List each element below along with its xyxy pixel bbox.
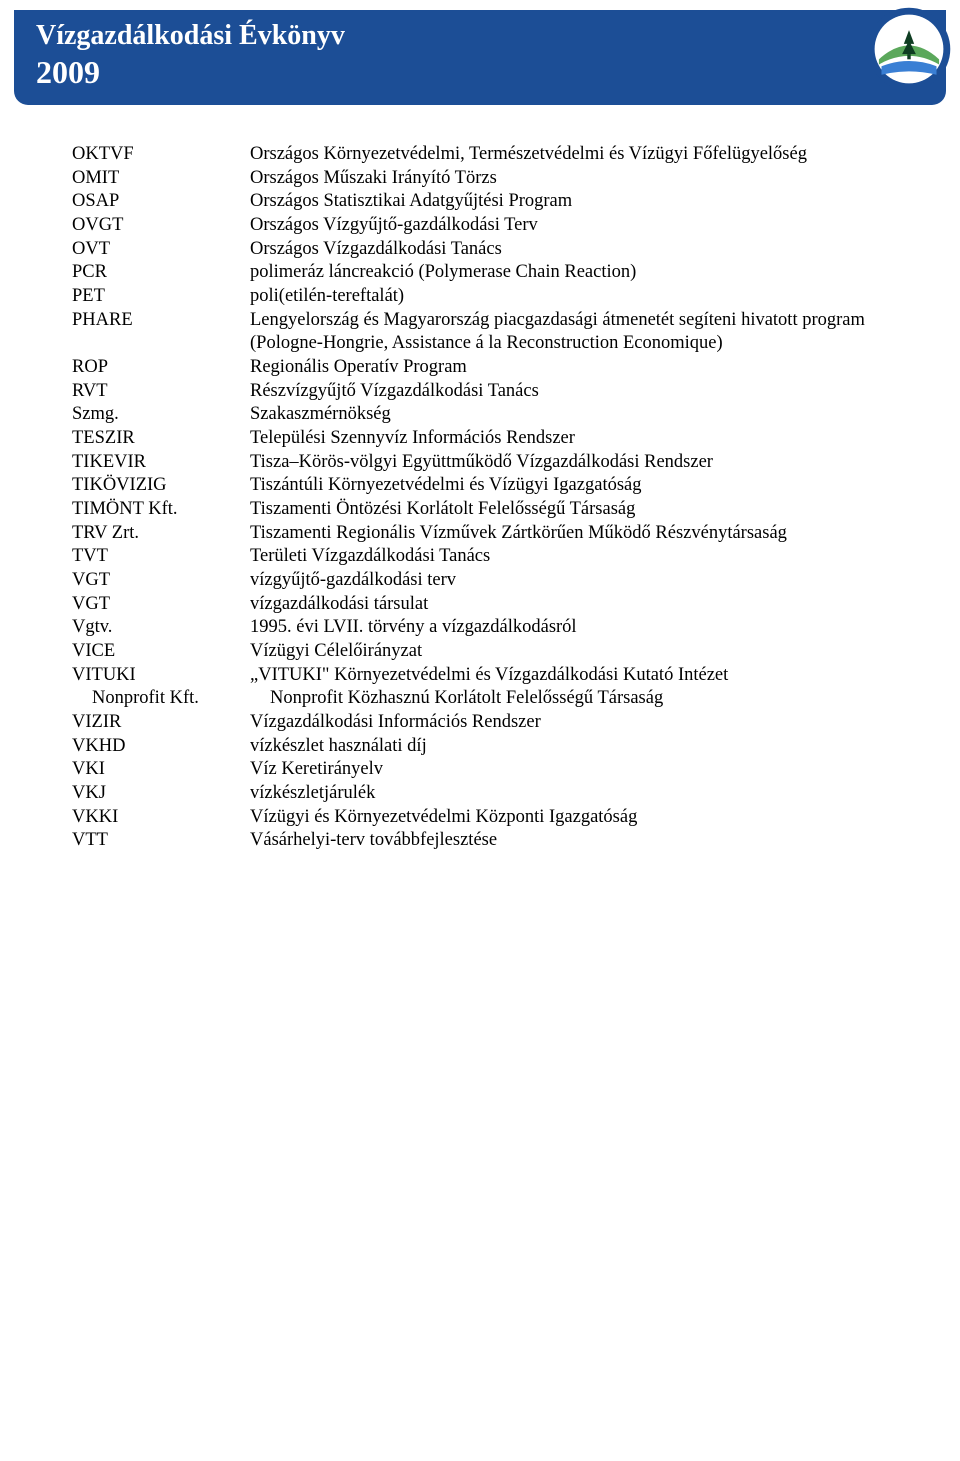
abbr-row: VIZIRVízgazdálkodási Információs Rendsze… [72, 711, 888, 735]
abbr-row: VKIVíz Keretirányelv [72, 758, 888, 782]
abbr-row: PHARELengyelország és Magyarország piacg… [72, 309, 888, 356]
abbr-term: VITUKI [72, 664, 250, 688]
abbr-definition: vízgazdálkodási társulat [250, 593, 888, 617]
abbr-definition: vízkészletjárulék [250, 782, 888, 806]
abbr-term: VGT [72, 593, 250, 617]
abbr-definition: „VITUKI" Környezetvédelmi és Vízgazdálko… [250, 664, 888, 688]
abbr-term: VICE [72, 640, 250, 664]
abbr-row: TIKEVIRTisza–Körös-völgyi Együttműködő V… [72, 451, 888, 475]
abbr-definition: 1995. évi LVII. törvény a vízgazdálkodás… [250, 616, 888, 640]
abbr-definition: Vízügyi és Környezetvédelmi Központi Iga… [250, 806, 888, 830]
abbr-definition: poli(etilén-tereftalát) [250, 285, 888, 309]
abbr-row: Vgtv.1995. évi LVII. törvény a vízgazdál… [72, 616, 888, 640]
abbr-term: TIMÖNT Kft. [72, 498, 250, 522]
abbr-term: OVT [72, 238, 250, 262]
header-title: Vízgazdálkodási Évkönyv [36, 20, 924, 52]
logo-icon [866, 6, 952, 92]
abbr-row: OSAPOrszágos Statisztikai Adatgyűjtési P… [72, 190, 888, 214]
abbr-term: VTT [72, 829, 250, 853]
abbr-term: RVT [72, 380, 250, 404]
abbr-row: VICEVízügyi Célelőirányzat [72, 640, 888, 664]
abbr-definition: Víz Keretirányelv [250, 758, 888, 782]
abbr-row: VITUKI„VITUKI" Környezetvédelmi és Vízga… [72, 664, 888, 688]
abbr-term: VGT [72, 569, 250, 593]
abbr-definition: Országos Statisztikai Adatgyűjtési Progr… [250, 190, 888, 214]
abbr-term: TVT [72, 545, 250, 569]
abbr-row: Szmg.Szakaszmérnökség [72, 403, 888, 427]
header-bar: Vízgazdálkodási Évkönyv 2009 [14, 10, 946, 105]
abbr-row: VKHDvízkészlet használati díj [72, 735, 888, 759]
abbr-term: VKI [72, 758, 250, 782]
abbr-row: RVTRészvízgyűjtő Vízgazdálkodási Tanács [72, 380, 888, 404]
abbr-term: VIZIR [72, 711, 250, 735]
abbr-definition: Vízgazdálkodási Információs Rendszer [250, 711, 888, 735]
abbr-definition: Tiszamenti Regionális Vízművek Zártkörűe… [250, 522, 888, 546]
abbr-definition: Vásárhelyi-terv továbbfejlesztése [250, 829, 888, 853]
abbr-row: ROPRegionális Operatív Program [72, 356, 888, 380]
abbr-row: TIKÖVIZIGTiszántúli Környezetvédelmi és … [72, 474, 888, 498]
abbreviation-list: OKTVFOrszágos Környezetvédelmi, Természe… [0, 105, 960, 853]
abbr-row: VKJvízkészletjárulék [72, 782, 888, 806]
logo-badge [866, 6, 952, 92]
abbr-term: Nonprofit Kft. [72, 687, 250, 711]
abbr-term: VKJ [72, 782, 250, 806]
abbr-term: Vgtv. [72, 616, 250, 640]
abbr-row: Nonprofit Kft.Nonprofit Közhasznú Korlát… [72, 687, 888, 711]
abbr-definition: Tiszántúli Környezetvédelmi és Vízügyi I… [250, 474, 888, 498]
abbr-term: OMIT [72, 167, 250, 191]
abbr-definition: vízkészlet használati díj [250, 735, 888, 759]
abbr-definition: Lengyelország és Magyarország piacgazdas… [250, 309, 888, 356]
abbr-definition: Tisza–Körös-völgyi Együttműködő Vízgazdá… [250, 451, 888, 475]
abbr-term: VKHD [72, 735, 250, 759]
abbr-definition: Országos Vízgazdálkodási Tanács [250, 238, 888, 262]
page: { "header": { "title": "Vízgazdálkodási … [0, 10, 960, 1461]
abbr-term: PCR [72, 261, 250, 285]
abbr-term: TESZIR [72, 427, 250, 451]
abbr-definition: Országos Műszaki Irányító Törzs [250, 167, 888, 191]
abbr-row: VGTvízgazdálkodási társulat [72, 593, 888, 617]
abbr-definition: Országos Környezetvédelmi, Természetvéde… [250, 143, 888, 167]
abbr-definition: Részvízgyűjtő Vízgazdálkodási Tanács [250, 380, 888, 404]
abbr-definition: Települési Szennyvíz Információs Rendsze… [250, 427, 888, 451]
abbr-definition: Szakaszmérnökség [250, 403, 888, 427]
abbr-definition: Területi Vízgazdálkodási Tanács [250, 545, 888, 569]
abbr-row: TIMÖNT Kft.Tiszamenti Öntözési Korlátolt… [72, 498, 888, 522]
abbr-row: OVTOrszágos Vízgazdálkodási Tanács [72, 238, 888, 262]
abbr-term: TIKEVIR [72, 451, 250, 475]
abbr-definition: Nonprofit Közhasznú Korlátolt Felelősség… [250, 687, 888, 711]
abbr-row: VGTvízgyűjtő-gazdálkodási terv [72, 569, 888, 593]
abbr-term: ROP [72, 356, 250, 380]
abbr-row: PETpoli(etilén-tereftalát) [72, 285, 888, 309]
abbr-term: PET [72, 285, 250, 309]
abbr-definition: Tiszamenti Öntözési Korlátolt Felelősség… [250, 498, 888, 522]
abbr-row: VKKIVízügyi és Környezetvédelmi Központi… [72, 806, 888, 830]
abbr-row: TVTTerületi Vízgazdálkodási Tanács [72, 545, 888, 569]
abbr-definition: Regionális Operatív Program [250, 356, 888, 380]
header-year: 2009 [36, 54, 924, 91]
abbr-definition: polimeráz láncreakció (Polymerase Chain … [250, 261, 888, 285]
abbr-row: PCRpolimeráz láncreakció (Polymerase Cha… [72, 261, 888, 285]
abbr-term: TIKÖVIZIG [72, 474, 250, 498]
abbr-row: OMITOrszágos Műszaki Irányító Törzs [72, 167, 888, 191]
abbr-definition: Országos Vízgyűjtő-gazdálkodási Terv [250, 214, 888, 238]
abbr-term: VKKI [72, 806, 250, 830]
abbr-term: PHARE [72, 309, 250, 333]
abbr-term: OVGT [72, 214, 250, 238]
abbr-row: TESZIRTelepülési Szennyvíz Információs R… [72, 427, 888, 451]
abbr-term: OKTVF [72, 143, 250, 167]
abbr-term: TRV Zrt. [72, 522, 250, 546]
abbr-row: OKTVFOrszágos Környezetvédelmi, Természe… [72, 143, 888, 167]
abbr-row: OVGTOrszágos Vízgyűjtő-gazdálkodási Terv [72, 214, 888, 238]
abbr-definition: vízgyűjtő-gazdálkodási terv [250, 569, 888, 593]
abbr-row: VTTVásárhelyi-terv továbbfejlesztése [72, 829, 888, 853]
abbr-term: OSAP [72, 190, 250, 214]
abbr-row: TRV Zrt.Tiszamenti Regionális Vízművek Z… [72, 522, 888, 546]
abbr-definition: Vízügyi Célelőirányzat [250, 640, 888, 664]
abbr-term: Szmg. [72, 403, 250, 427]
